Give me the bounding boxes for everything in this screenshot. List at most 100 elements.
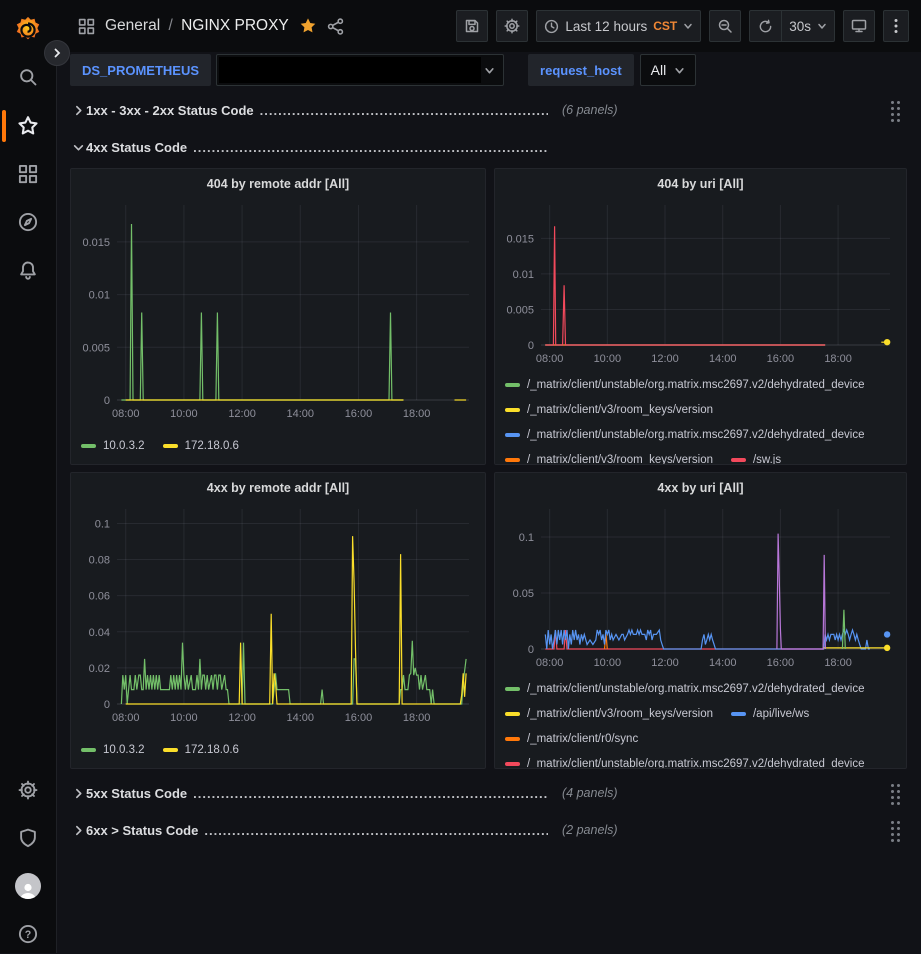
row-4xx[interactable]: 4xx Status Code ........................… (70, 133, 913, 161)
datasource-select[interactable] (216, 54, 505, 86)
row-drag-handle[interactable] (891, 784, 901, 806)
time-range-label: Last 12 hours (565, 18, 648, 34)
chart-legend: /_matrix/client/unstable/org.matrix.msc2… (495, 681, 906, 769)
grafana-logo-icon (16, 16, 40, 40)
panel-title[interactable]: 4xx by remote addr [All] (206, 481, 350, 495)
sidebar-item-starred[interactable] (0, 106, 56, 146)
legend-item[interactable]: /_matrix/client/unstable/org.matrix.msc2… (505, 427, 865, 443)
chevron-down-icon (684, 23, 692, 29)
row-title: 1xx - 3xx - 2xx Status Code (86, 102, 254, 118)
svg-text:0.05: 0.05 (513, 588, 534, 600)
chart-canvas[interactable]: 08:00 10:00 12:00 14:00 16:00 18:00 0 0.05 0.1 (503, 503, 900, 671)
refresh-interval-dropdown[interactable]: 30s (781, 10, 835, 42)
svg-text:16:00: 16:00 (345, 408, 373, 420)
svg-text:0.08: 0.08 (89, 555, 110, 567)
chevron-right-icon (75, 788, 82, 798)
chart-legend: 10.0.3.2 172.18.0.6 (71, 742, 485, 758)
legend-item[interactable]: /_matrix/client/r0/sync (505, 731, 638, 747)
sidebar-item-configuration[interactable] (0, 770, 56, 810)
svg-text:0.015: 0.015 (82, 237, 110, 249)
legend-label: /api/live/ws (752, 708, 810, 720)
svg-text:12:00: 12:00 (228, 408, 256, 420)
row-drag-handle[interactable] (891, 821, 901, 843)
dashboard-settings-button[interactable] (496, 10, 529, 42)
refresh-interval-label: 30s (789, 18, 811, 34)
legend-swatch (162, 444, 178, 448)
legend-item[interactable]: /_matrix/client/v3/room_keys/version (505, 452, 713, 465)
legend-item[interactable]: /_matrix/client/unstable/org.matrix.msc2… (505, 756, 865, 769)
legend-item[interactable]: 172.18.0.6 (162, 438, 239, 454)
tv-mode-button[interactable] (843, 10, 875, 42)
legend-label: 10.0.3.2 (103, 744, 145, 756)
legend-item[interactable]: 10.0.3.2 (81, 742, 145, 758)
svg-text:18:00: 18:00 (824, 353, 852, 365)
panel-404-by-remote-addr: 404 by remote addr [All] 08:00 10:00 12:00… (70, 168, 486, 465)
sidebar-item-explore[interactable] (0, 202, 56, 242)
chart-canvas[interactable]: 08:00 10:00 12:00 14:00 16:00 18:00 0 0.005 0.01… (79, 199, 479, 422)
legend-item[interactable]: /api/live/ws (730, 706, 810, 722)
sidebar-item-alerting[interactable] (0, 250, 56, 290)
row-leader-dots: ........................................… (259, 102, 548, 118)
zoom-out-button[interactable] (709, 10, 742, 42)
save-dashboard-button[interactable] (456, 10, 489, 42)
chart-canvas[interactable]: 08:00 10:00 12:00 14:00 16:00 18:00 0 0.02 0.04 0… (79, 503, 479, 726)
sidebar-expand-button[interactable] (44, 40, 70, 66)
legend-label: /_matrix/client/unstable/org.matrix.msc2… (527, 758, 865, 769)
panel-404-by-uri: 404 by uri [All] 08:00 10:00 12:00 14:00 16:… (494, 168, 907, 465)
sidebar-item-profile[interactable] (0, 866, 56, 906)
svg-text:10:00: 10:00 (170, 408, 198, 420)
legend-swatch (505, 687, 520, 691)
legend-label: /_matrix/client/unstable/org.matrix.msc2… (527, 683, 865, 695)
svg-text:12:00: 12:00 (651, 657, 679, 669)
row-1xx-3xx-2xx[interactable]: 1xx - 3xx - 2xx Status Code ............… (70, 96, 913, 124)
page-title[interactable]: NGINX PROXY (181, 17, 289, 34)
legend-item[interactable]: /sw.js (730, 452, 781, 464)
request-host-select[interactable]: All (639, 54, 697, 86)
svg-text:10:00: 10:00 (594, 657, 622, 669)
legend-label: /_matrix/client/v3/room_keys/version (527, 708, 713, 720)
more-menu-button[interactable] (883, 10, 909, 42)
refresh-icon (759, 19, 772, 32)
refresh-button[interactable] (749, 10, 782, 42)
breadcrumb-section[interactable]: General (105, 17, 161, 34)
row-5xx[interactable]: 5xx Status Code ........................… (70, 779, 913, 807)
row-drag-handle[interactable] (891, 101, 901, 123)
chevron-right-icon (75, 825, 82, 835)
legend-item[interactable]: /_matrix/client/unstable/org.matrix.msc2… (505, 377, 865, 393)
shield-icon (20, 828, 36, 848)
svg-text:0: 0 (104, 699, 110, 711)
legend-item[interactable]: /_matrix/client/v3/room_keys/version (505, 706, 713, 722)
legend-item[interactable]: 10.0.3.2 (81, 438, 145, 454)
svg-text:08:00: 08:00 (112, 408, 140, 420)
row-6xx[interactable]: 6xx > Status Code ......................… (70, 816, 913, 844)
legend-item[interactable]: /_matrix/client/v3/room_keys/version (505, 402, 713, 418)
legend-label: 172.18.0.6 (184, 440, 239, 452)
sidebar-item-server-admin[interactable] (0, 818, 56, 858)
panel-title[interactable]: 404 by uri [All] (657, 177, 744, 191)
panel-title[interactable]: 404 by remote addr [All] (206, 177, 350, 191)
grafana-logo[interactable] (0, 10, 56, 50)
share-icon[interactable] (327, 17, 344, 35)
chart-4xx-by-uri: 08:00 10:00 12:00 14:00 16:00 18:00 0 0.05 0.1 (503, 503, 906, 671)
svg-text:0: 0 (528, 340, 534, 352)
apps-grid-icon (78, 18, 95, 34)
sidebar-item-help[interactable]: ? (0, 914, 56, 954)
svg-text:10:00: 10:00 (594, 353, 622, 365)
legend-label: /_matrix/client/unstable/org.matrix.msc2… (527, 379, 865, 391)
legend-item[interactable]: /_matrix/client/unstable/org.matrix.msc2… (505, 681, 865, 697)
time-range-picker[interactable]: Last 12 hours CST (536, 10, 702, 42)
chart-legend: 10.0.3.2 172.18.0.6 (71, 438, 485, 454)
dashboards-grid-icon (18, 164, 38, 184)
svg-text:12:00: 12:00 (651, 353, 679, 365)
chart-canvas[interactable]: 08:00 10:00 12:00 14:00 16:00 18:00 0 0.005 0.01… (503, 199, 900, 367)
datasource-value-redacted (219, 57, 482, 83)
svg-text:14:00: 14:00 (709, 657, 737, 669)
legend-item[interactable]: 172.18.0.6 (162, 742, 239, 758)
sidebar-item-search[interactable] (0, 57, 56, 97)
panel-4xx-by-remote-addr: 4xx by remote addr [All] 08:00 10:00 12:00… (70, 472, 486, 769)
legend-label: /_matrix/client/v3/room_keys/version (527, 454, 713, 465)
panel-title[interactable]: 4xx by uri [All] (657, 481, 744, 495)
svg-text:0: 0 (104, 395, 110, 407)
favorite-star-icon[interactable] (299, 17, 317, 35)
sidebar-item-dashboards[interactable] (0, 154, 56, 194)
